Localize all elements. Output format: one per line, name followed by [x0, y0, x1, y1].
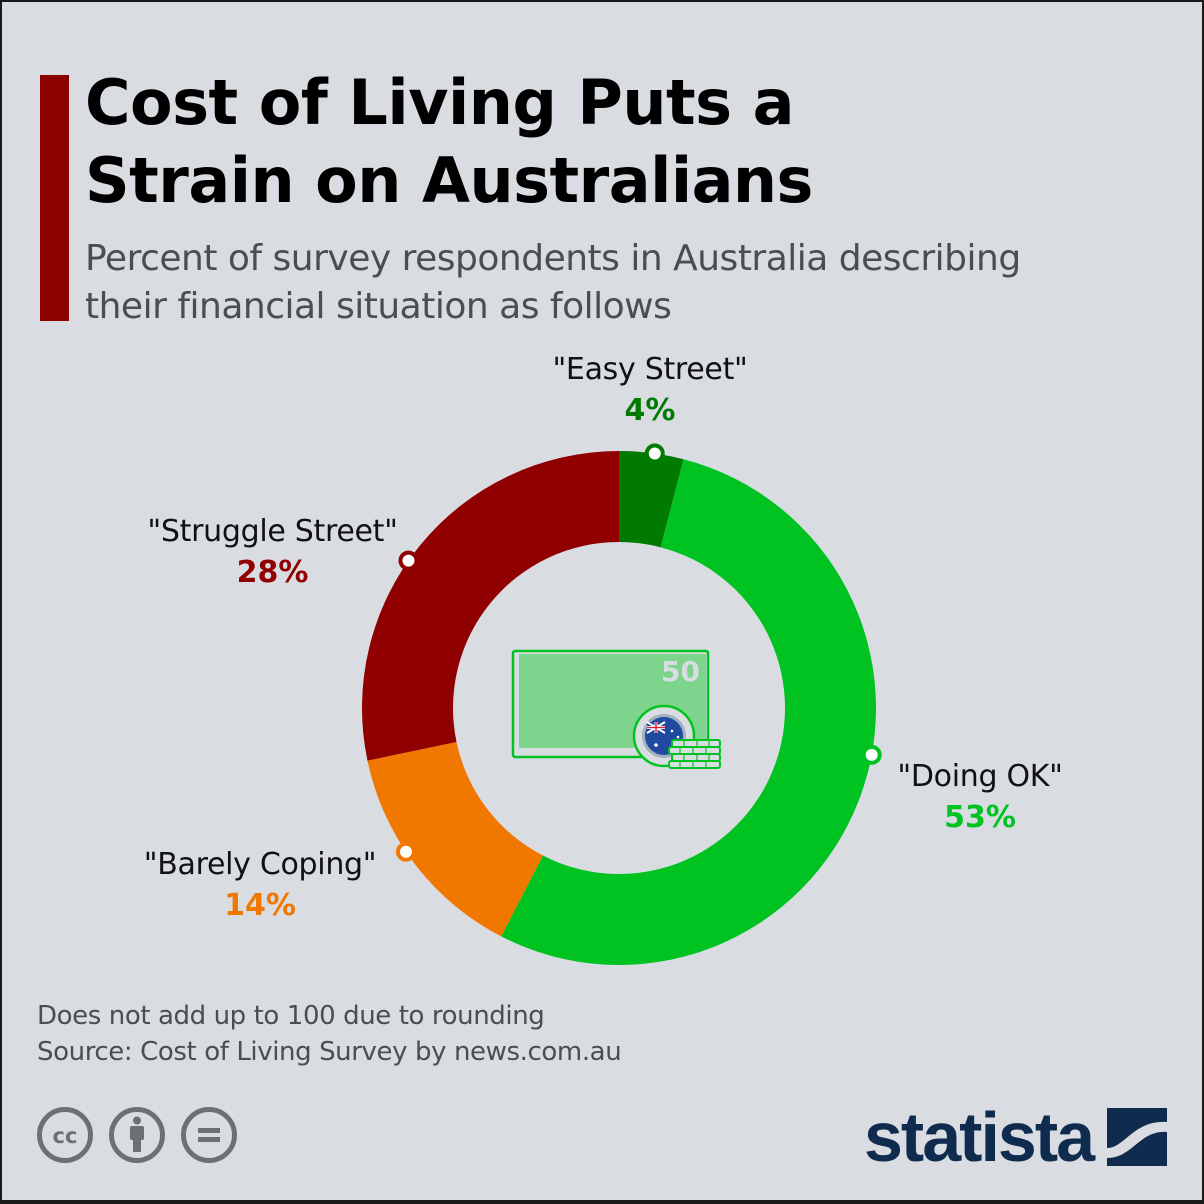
cc-icon[interactable]: cc [36, 1106, 94, 1164]
label-name: "Struggle Street" [147, 514, 398, 549]
source-note: Source: Cost of Living Survey by news.co… [37, 1037, 622, 1067]
donut-segments [362, 451, 876, 965]
segment-marker-icon [861, 744, 882, 765]
segment-doing-ok [501, 459, 876, 965]
label-struggle-street: "Struggle Street" 28% [120, 512, 425, 594]
title-line-2: Strain on Australians [85, 144, 813, 217]
segment-struggle-street [362, 451, 619, 761]
segment-markers [395, 443, 882, 862]
label-easy-street: "Easy Street" 4% [520, 350, 780, 432]
label-doing-ok: "Doing OK" 53% [880, 757, 1080, 839]
brand-name: statista [864, 1098, 1095, 1176]
union-jack-icon [646, 721, 666, 734]
svg-text:50: 50 [661, 655, 700, 688]
segment-easy-street [619, 451, 684, 548]
subtitle-line-2: their financial situation as follows [85, 286, 672, 327]
label-percent: 14% [224, 888, 296, 923]
page-title: Cost of Living Puts a Strain on Australi… [85, 64, 1085, 220]
segment-marker-icon [398, 550, 419, 571]
label-name: "Barely Coping" [143, 847, 377, 882]
license-icons: cc [36, 1106, 238, 1164]
title-accent-bar [40, 75, 69, 321]
label-percent: 28% [236, 555, 309, 590]
coin-stack-icon [668, 739, 721, 769]
banknote-coin-icon: 50 [511, 649, 721, 769]
no-derivatives-icon[interactable] [180, 1106, 238, 1164]
attribution-icon[interactable] [108, 1106, 166, 1164]
label-name: "Doing OK" [897, 759, 1063, 794]
footnote: Does not add up to 100 due to rounding S… [37, 998, 622, 1070]
segment-marker-icon [644, 443, 665, 464]
segment-marker-icon [395, 841, 416, 862]
segment-barely-coping [367, 741, 543, 937]
statista-logo[interactable]: statista [864, 1097, 1168, 1177]
title-line-1: Cost of Living Puts a [85, 66, 794, 139]
label-barely-coping: "Barely Coping" 14% [120, 845, 400, 927]
label-name: "Easy Street" [552, 352, 748, 387]
rounding-note: Does not add up to 100 due to rounding [37, 1001, 545, 1031]
subtitle-line-1: Percent of survey respondents in Austral… [85, 238, 1021, 279]
svg-text:cc: cc [53, 1124, 78, 1148]
subtitle: Percent of survey respondents in Austral… [85, 235, 1145, 331]
statista-mark-icon [1107, 1108, 1168, 1166]
label-percent: 53% [944, 800, 1016, 835]
label-percent: 4% [624, 393, 676, 428]
